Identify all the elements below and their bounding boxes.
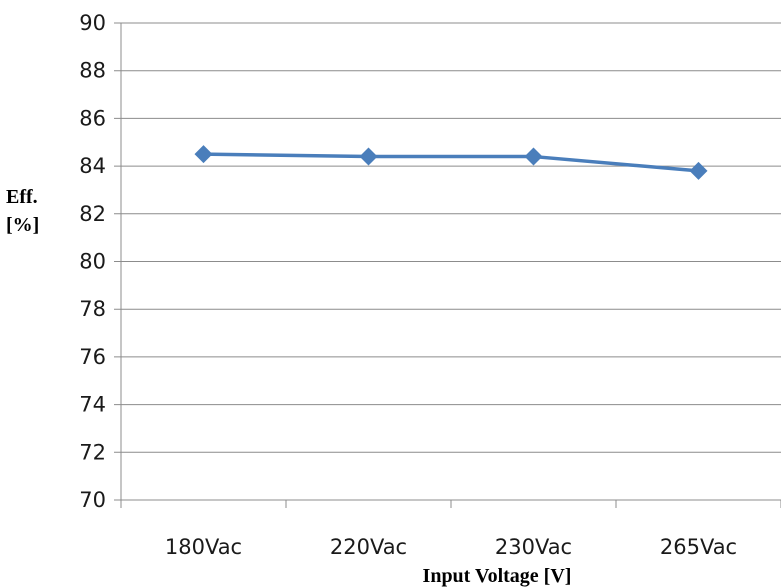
y-tick-label: 70 bbox=[79, 488, 106, 512]
x-axis-title: Input Voltage [V] bbox=[423, 565, 572, 587]
y-tick-label: 76 bbox=[79, 345, 106, 369]
y-tick-label: 72 bbox=[79, 440, 106, 464]
y-tick-label: 80 bbox=[79, 250, 106, 274]
series-line bbox=[203, 152, 699, 173]
data-point-marker bbox=[194, 145, 213, 164]
x-tick-label: 220Vac bbox=[330, 535, 407, 559]
y-tick-labels: 70 72 74 76 78 80 82 84 86 88 90 bbox=[79, 11, 106, 512]
y-tick-label: 86 bbox=[79, 106, 106, 130]
y-tick-label: 88 bbox=[79, 59, 106, 83]
y-tick-label: 82 bbox=[79, 202, 106, 226]
data-point-marker bbox=[359, 147, 378, 166]
series-efficiency bbox=[194, 145, 708, 180]
y-tick-label: 90 bbox=[79, 11, 106, 35]
x-tick-label: 265Vac bbox=[660, 535, 737, 559]
x-tick-labels: 180Vac 220Vac 230Vac 265Vac bbox=[165, 535, 737, 559]
gridlines bbox=[114, 22, 781, 501]
data-point-marker bbox=[524, 147, 543, 166]
data-point-marker bbox=[689, 161, 708, 180]
y-tick-label: 74 bbox=[79, 393, 106, 417]
x-tick-label: 230Vac bbox=[495, 535, 572, 559]
axes bbox=[120, 23, 781, 508]
y-axis-title-line2: [%] bbox=[6, 214, 39, 236]
x-tick-label: 180Vac bbox=[165, 535, 242, 559]
y-tick-label: 78 bbox=[79, 297, 106, 321]
y-axis-title-line1: Eff. bbox=[6, 186, 38, 208]
y-tick-label: 84 bbox=[79, 154, 106, 178]
